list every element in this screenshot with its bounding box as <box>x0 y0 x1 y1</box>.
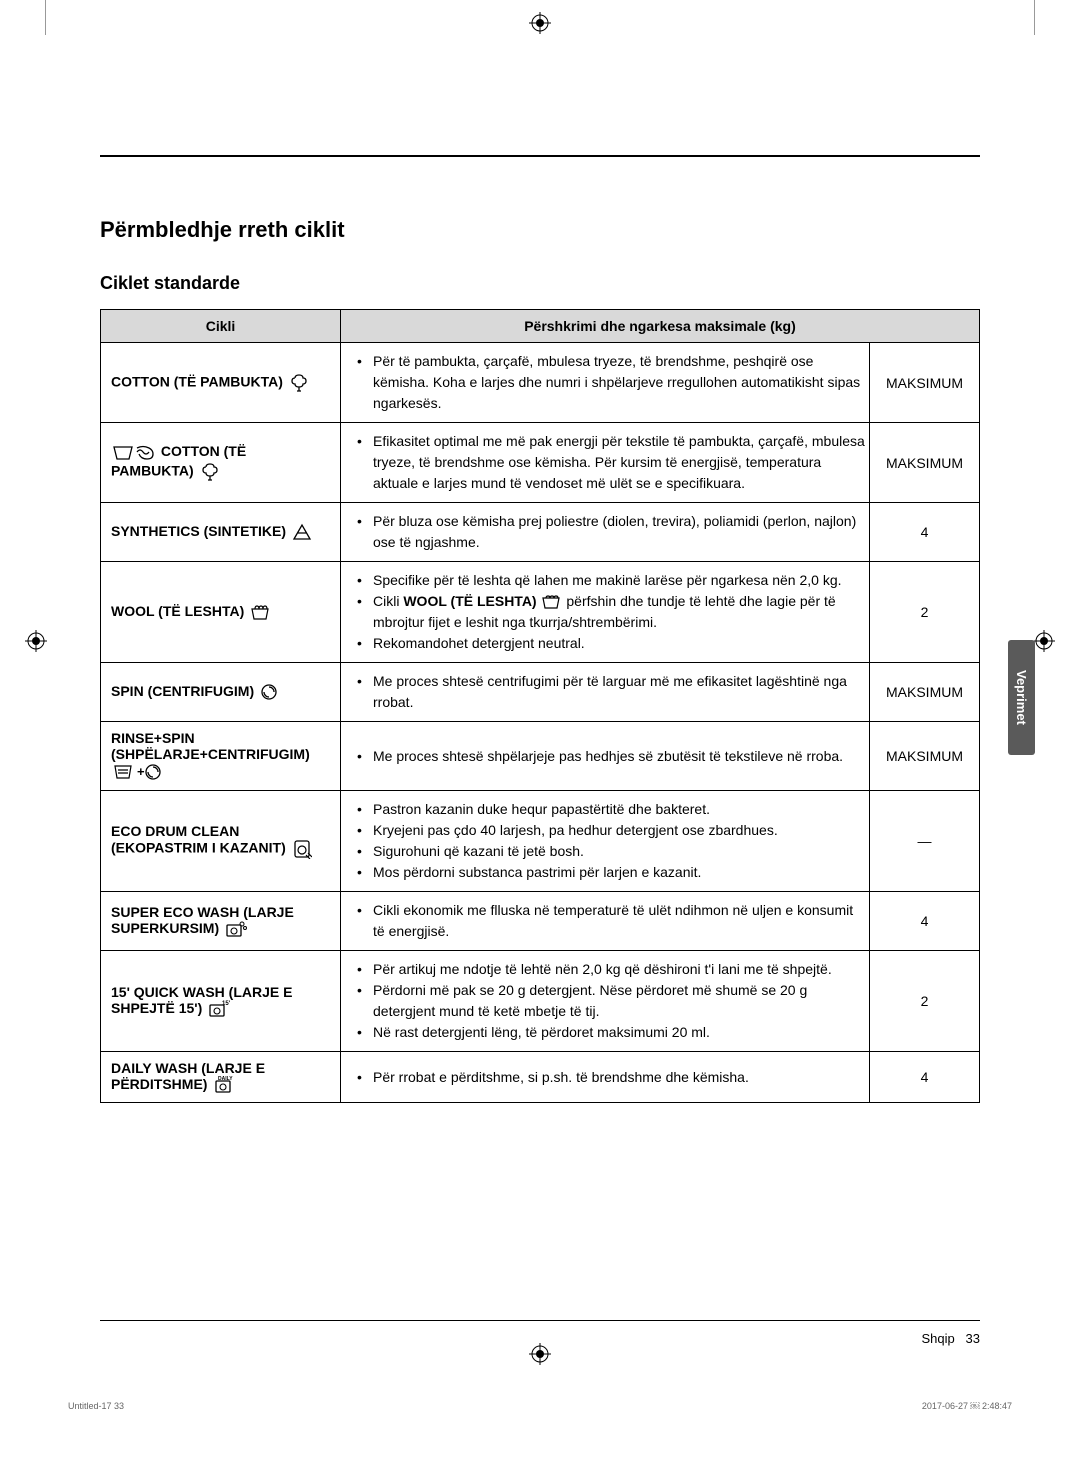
side-tab: Veprimet <box>1008 640 1035 755</box>
table-row: RINSE+SPIN (SHPËLARJE+CENTRIFUGIM) +Me p… <box>101 722 980 791</box>
header-cycle: Cikli <box>101 310 341 343</box>
list-item: Cikli WOOL (TË LESHTA) përfshin dhe tund… <box>345 591 865 633</box>
cycle-description: Pastron kazanin duke hequr papastërtitë … <box>341 791 870 892</box>
cycle-load: MAKSIMUM <box>870 722 980 791</box>
svg-text:+: + <box>137 764 145 779</box>
table-row: SUPER ECO WASH (LARJE SUPERKURSIM) Cikli… <box>101 892 980 951</box>
cycle-name: WOOL (TË LESHTA) <box>101 562 341 663</box>
cycle-description: Me proces shtesë centrifugimi për të lar… <box>341 663 870 722</box>
subsection-title: Ciklet standarde <box>100 273 980 294</box>
cycle-description: Specifike për të leshta që lahen me maki… <box>341 562 870 663</box>
cycle-name: RINSE+SPIN (SHPËLARJE+CENTRIFUGIM) + <box>101 722 341 791</box>
registration-mark <box>1033 630 1055 658</box>
list-item: Mos përdorni substanca pastrimi për larj… <box>345 862 865 883</box>
list-item: Me proces shtesë centrifugimi për të lar… <box>345 671 865 713</box>
cycle-load: — <box>870 791 980 892</box>
registration-mark <box>529 1343 551 1371</box>
cycle-name: ECO DRUM CLEAN (EKOPASTRIM I KAZANIT) <box>101 791 341 892</box>
cycle-load: MAKSIMUM <box>870 343 980 423</box>
cycle-load: 4 <box>870 1052 980 1103</box>
list-item: Në rast detergjenti lëng, të përdoret ma… <box>345 1022 865 1043</box>
cycle-load: MAKSIMUM <box>870 423 980 503</box>
cycle-load: 2 <box>870 951 980 1052</box>
svg-text:15': 15' <box>222 1001 230 1007</box>
cycle-name: SUPER ECO WASH (LARJE SUPERKURSIM) <box>101 892 341 951</box>
table-row: WOOL (TË LESHTA) Specifike për të leshta… <box>101 562 980 663</box>
list-item: Efikasitet optimal me më pak energji për… <box>345 431 865 494</box>
list-item: Për artikuj me ndotje të lehtë nën 2,0 k… <box>345 959 865 980</box>
cycle-name: COTTON (TË PAMBUKTA) <box>101 343 341 423</box>
cycle-name: 15' QUICK WASH (LARJE E SHPEJTË 15') 15' <box>101 951 341 1052</box>
registration-mark <box>529 12 551 40</box>
cycle-load: MAKSIMUM <box>870 663 980 722</box>
list-item: Cikli ekonomik me flluska në temperaturë… <box>345 900 865 942</box>
table-row: SPIN (CENTRIFUGIM) Me proces shtesë cent… <box>101 663 980 722</box>
cycle-name: COTTON (TË PAMBUKTA) <box>101 423 341 503</box>
footer-right: 2017-06-27 ￼ 2:48:47 <box>922 1401 1012 1411</box>
cycle-description: Për artikuj me ndotje të lehtë nën 2,0 k… <box>341 951 870 1052</box>
cycle-table: Cikli Përshkrimi dhe ngarkesa maksimale … <box>100 309 980 1103</box>
cycle-name: SPIN (CENTRIFUGIM) <box>101 663 341 722</box>
cycle-load: 4 <box>870 892 980 951</box>
cycle-load: 2 <box>870 562 980 663</box>
cycle-description: Efikasitet optimal me më pak energji për… <box>341 423 870 503</box>
cycle-description: Me proces shtesë shpëlarjeje pas hedhjes… <box>341 722 870 791</box>
section-title: Përmbledhje rreth ciklit <box>100 217 980 243</box>
svg-text:DAILY: DAILY <box>218 1076 233 1082</box>
header-desc: Përshkrimi dhe ngarkesa maksimale (kg) <box>341 310 980 343</box>
list-item: Sigurohuni që kazani të jetë bosh. <box>345 841 865 862</box>
cycle-name: DAILY WASH (LARJE E PËRDITSHME) DAILY <box>101 1052 341 1103</box>
table-row: COTTON (TË PAMBUKTA) Për të pambukta, ça… <box>101 343 980 423</box>
cycle-description: Për të pambukta, çarçafë, mbulesa tryeze… <box>341 343 870 423</box>
cycle-description: Për rrobat e përditshme, si p.sh. të bre… <box>341 1052 870 1103</box>
table-row: DAILY WASH (LARJE E PËRDITSHME) DAILYPër… <box>101 1052 980 1103</box>
cycle-name: SYNTHETICS (SINTETIKE) <box>101 503 341 562</box>
list-item: Kryejeni pas çdo 40 larjesh, pa hedhur d… <box>345 820 865 841</box>
list-item: Për bluza ose këmisha prej poliestre (di… <box>345 511 865 553</box>
table-row: 15' QUICK WASH (LARJE E SHPEJTË 15') 15'… <box>101 951 980 1052</box>
list-item: Pastron kazanin duke hequr papastërtitë … <box>345 799 865 820</box>
list-item: Përdorni më pak se 20 g detergjent. Nëse… <box>345 980 865 1022</box>
table-row: COTTON (TË PAMBUKTA) Efikasitet optimal … <box>101 423 980 503</box>
list-item: Me proces shtesë shpëlarjeje pas hedhjes… <box>345 746 865 767</box>
list-item: Për rrobat e përditshme, si p.sh. të bre… <box>345 1067 865 1088</box>
cycle-description: Cikli ekonomik me flluska në temperaturë… <box>341 892 870 951</box>
footer-left: Untitled-17 33 <box>68 1401 124 1411</box>
table-row: ECO DRUM CLEAN (EKOPASTRIM I KAZANIT) Pa… <box>101 791 980 892</box>
cycle-load: 4 <box>870 503 980 562</box>
cycle-description: Për bluza ose këmisha prej poliestre (di… <box>341 503 870 562</box>
list-item: Rekomandohet detergjent neutral. <box>345 633 865 654</box>
list-item: Për të pambukta, çarçafë, mbulesa tryeze… <box>345 351 865 414</box>
list-item: Specifike për të leshta që lahen me maki… <box>345 570 865 591</box>
registration-mark <box>25 630 47 658</box>
page-label: Shqip 33 <box>921 1331 980 1346</box>
table-row: SYNTHETICS (SINTETIKE) Për bluza ose këm… <box>101 503 980 562</box>
